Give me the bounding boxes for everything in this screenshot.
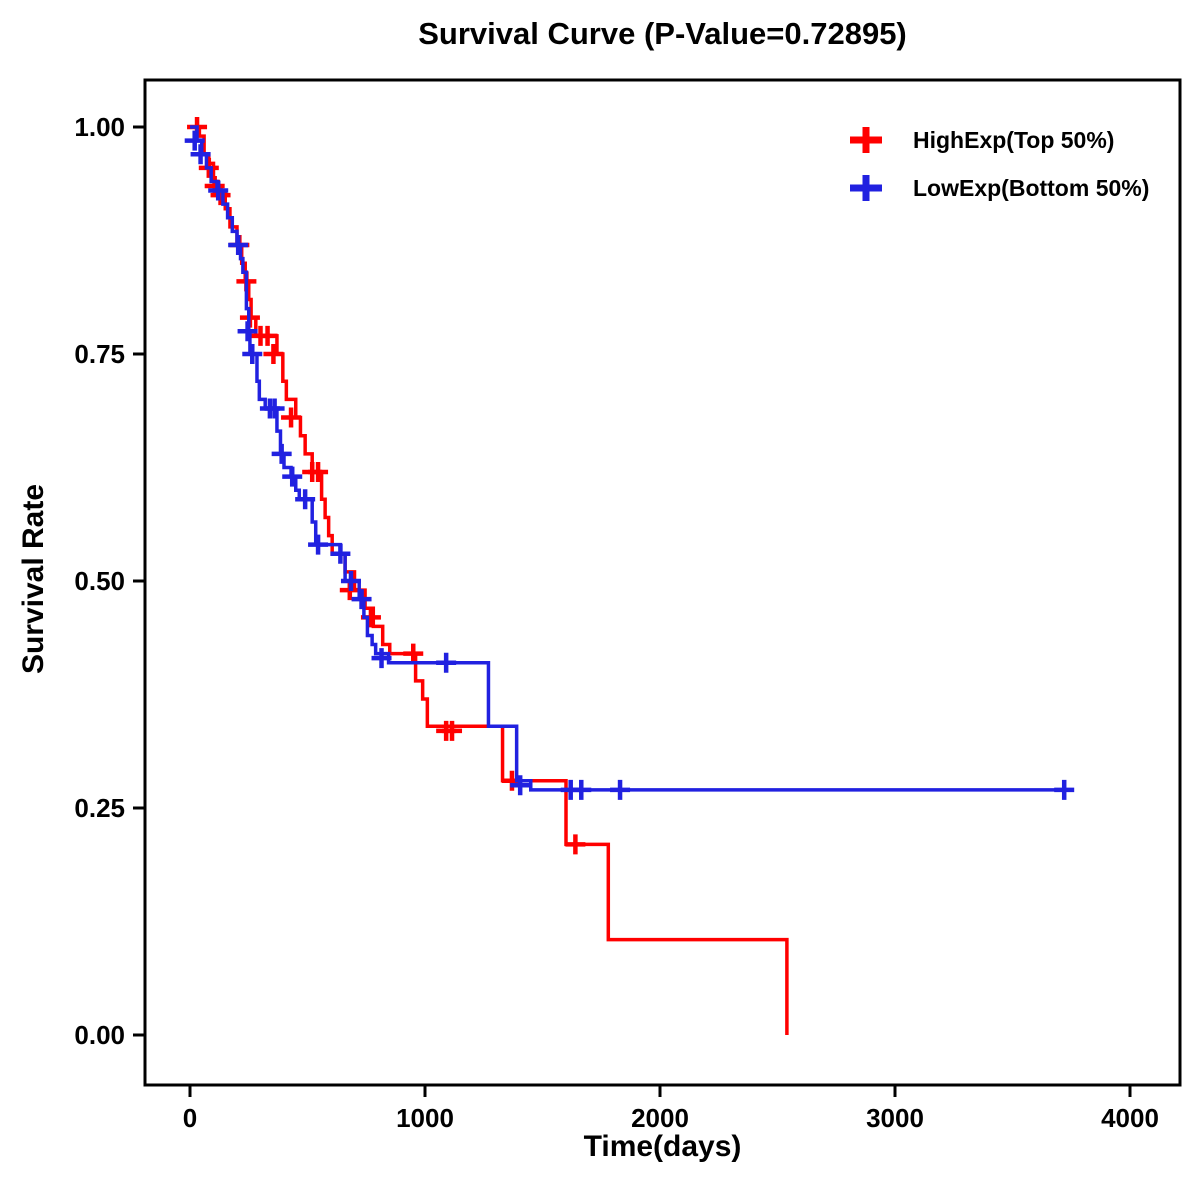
x-tick-label: 3000: [866, 1103, 924, 1133]
censor-mark: [190, 144, 211, 165]
censor-marks-highexp: [187, 117, 586, 855]
legend-label-highexp: HighExp(Top 50%): [913, 127, 1115, 153]
legend-marker-highexp: [850, 127, 882, 153]
censor-mark: [1054, 779, 1075, 800]
y-tick-label: 0.25: [74, 793, 125, 823]
y-tick-label: 0.50: [74, 566, 125, 596]
plot-border: [143, 78, 1182, 1087]
censor-mark: [371, 648, 392, 669]
censor-mark: [610, 779, 631, 800]
censor-mark: [442, 720, 463, 741]
y-tick-label: 0.00: [74, 1020, 125, 1050]
legend-marker-lowexp: [850, 175, 882, 201]
censor-mark: [571, 779, 592, 800]
censor-mark: [264, 398, 285, 419]
censor-mark: [308, 462, 329, 483]
y-tick-label: 0.75: [74, 339, 125, 369]
censor-mark: [510, 775, 531, 796]
x-tick-label: 1000: [396, 1103, 454, 1133]
series-lowexp-curve: [190, 125, 1065, 792]
x-axis-label: Time(days): [583, 1130, 742, 1163]
censor-mark: [271, 443, 292, 464]
x-tick-label: 2000: [631, 1103, 689, 1133]
censor-mark: [295, 489, 316, 510]
censor-marks-lowexp: [184, 130, 1075, 800]
censor-mark: [330, 543, 351, 564]
censor-mark: [403, 643, 424, 664]
censor-mark: [257, 325, 278, 346]
censor-mark: [208, 180, 229, 201]
chart-title: Survival Curve (P-Value=0.72895): [418, 16, 907, 51]
censor-mark: [184, 130, 205, 151]
series-highexp-curve: [190, 125, 789, 1035]
censor-mark: [281, 407, 302, 428]
censor-mark: [308, 534, 329, 555]
censor-mark: [340, 571, 361, 591]
censor-mark: [282, 466, 303, 487]
censor-mark: [242, 344, 263, 364]
censor-mark: [237, 321, 258, 342]
censor-mark: [263, 344, 284, 364]
censor-mark: [436, 652, 457, 673]
y-axis-label: Survival Rate: [17, 483, 50, 675]
censor-mark: [351, 589, 372, 610]
y-tick-label: 1.00: [74, 112, 125, 142]
x-tick-label: 0: [183, 1103, 197, 1133]
censor-mark: [228, 235, 249, 256]
legend-label-lowexp: LowExp(Bottom 50%): [913, 175, 1150, 201]
x-tick-label: 4000: [1101, 1103, 1159, 1133]
censor-mark: [565, 834, 586, 855]
